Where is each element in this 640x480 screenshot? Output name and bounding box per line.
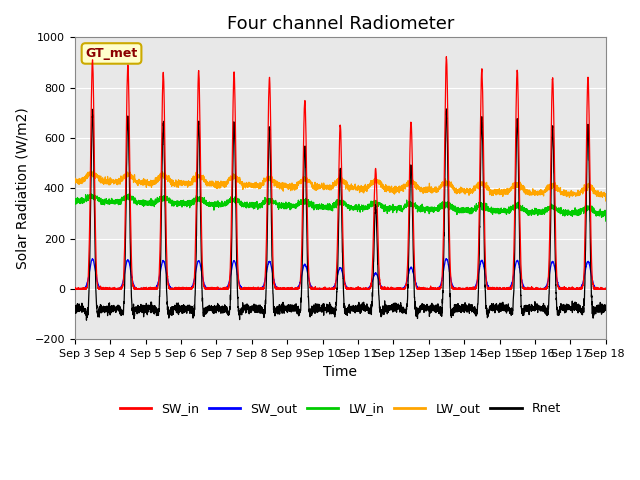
Y-axis label: Solar Radiation (W/m2): Solar Radiation (W/m2) (15, 108, 29, 269)
Title: Four channel Radiometer: Four channel Radiometer (227, 15, 454, 33)
Text: GT_met: GT_met (85, 47, 138, 60)
Legend: SW_in, SW_out, LW_in, LW_out, Rnet: SW_in, SW_out, LW_in, LW_out, Rnet (115, 397, 566, 420)
X-axis label: Time: Time (323, 365, 357, 379)
